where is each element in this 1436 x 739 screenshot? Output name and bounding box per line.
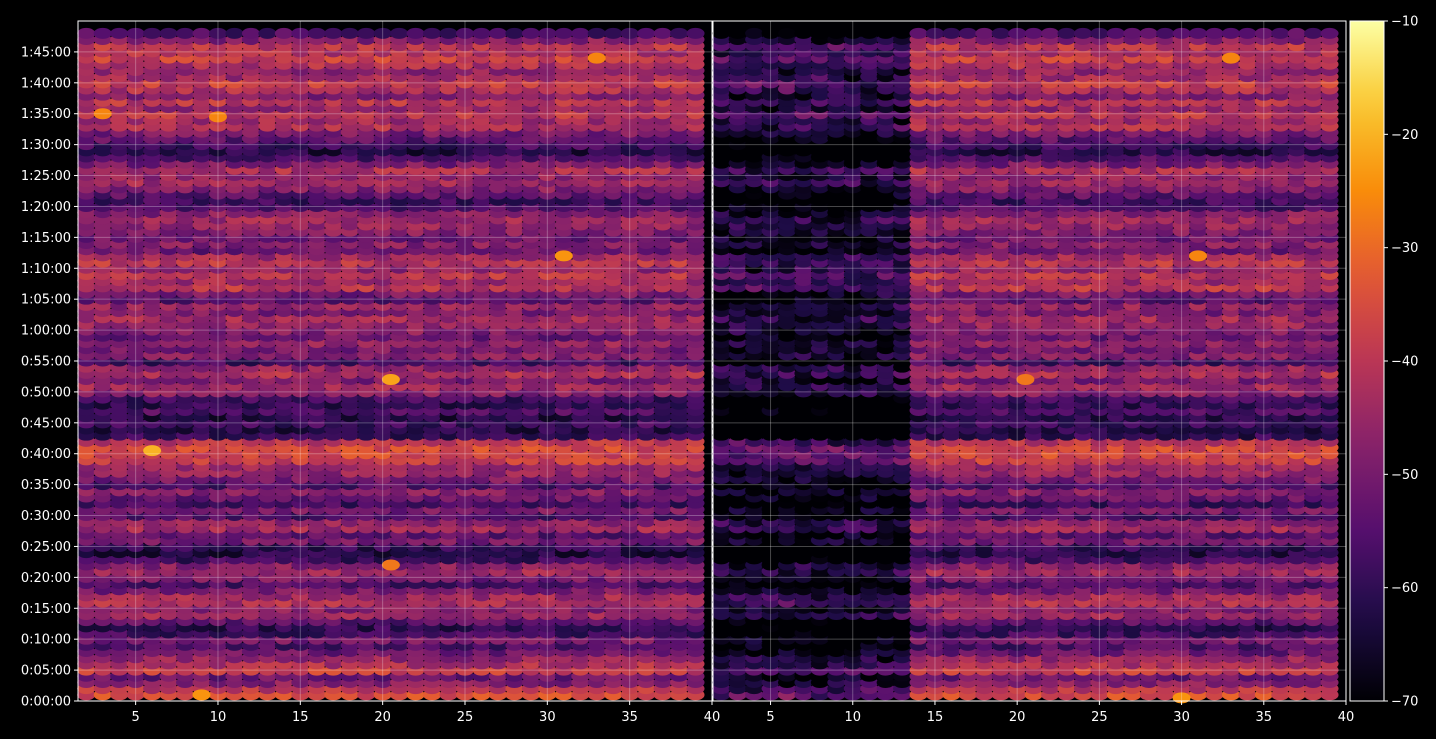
heatmap-cell	[587, 27, 606, 39]
heatmap-cell	[686, 27, 705, 39]
heatmap-cell	[357, 27, 376, 39]
heatmap-hotspot	[587, 52, 606, 64]
heatmap-panel-right	[712, 20, 1347, 704]
heatmap-cell	[176, 27, 195, 39]
heatmap-hotspot	[192, 689, 211, 701]
heatmap-cell	[274, 27, 293, 39]
heatmap-cell	[554, 27, 573, 39]
heatmap-cell	[390, 27, 409, 39]
heatmap-cell	[505, 27, 524, 39]
heatmap-cell	[77, 27, 96, 39]
heatmap-hotspot	[143, 445, 162, 457]
heatmap-cell	[110, 27, 129, 39]
heatmap-cell	[571, 27, 590, 39]
heatmap-cell	[192, 27, 211, 39]
heatmap-cell	[307, 27, 326, 39]
heatmap-cell	[637, 27, 656, 39]
heatmap-cell	[340, 27, 359, 39]
heatmap-cell	[324, 27, 343, 39]
heatmap-cell	[241, 27, 260, 39]
heatmap-hotspot	[381, 374, 400, 386]
heatmap-hotspot	[554, 250, 573, 262]
heatmap-panel-left	[77, 20, 713, 702]
heatmap-cell	[439, 27, 458, 39]
heatmap-cell	[488, 27, 507, 39]
heatmap-cell	[93, 27, 112, 39]
heatmap-cell	[472, 27, 491, 39]
heatmap-cell	[225, 27, 244, 39]
heatmap-cell	[423, 27, 442, 39]
heatmap-cell	[604, 27, 623, 39]
heatmap-cell	[159, 27, 178, 39]
heatmap-cell	[406, 27, 425, 39]
heatmap-hotspot	[381, 559, 400, 571]
heatmap-cell	[143, 27, 162, 39]
heatmap-cell	[258, 27, 277, 39]
heatmap-cell	[653, 27, 672, 39]
heatmap-cell	[521, 27, 540, 39]
heatmap-cell	[670, 27, 689, 39]
heatmap-cells	[77, 27, 705, 701]
